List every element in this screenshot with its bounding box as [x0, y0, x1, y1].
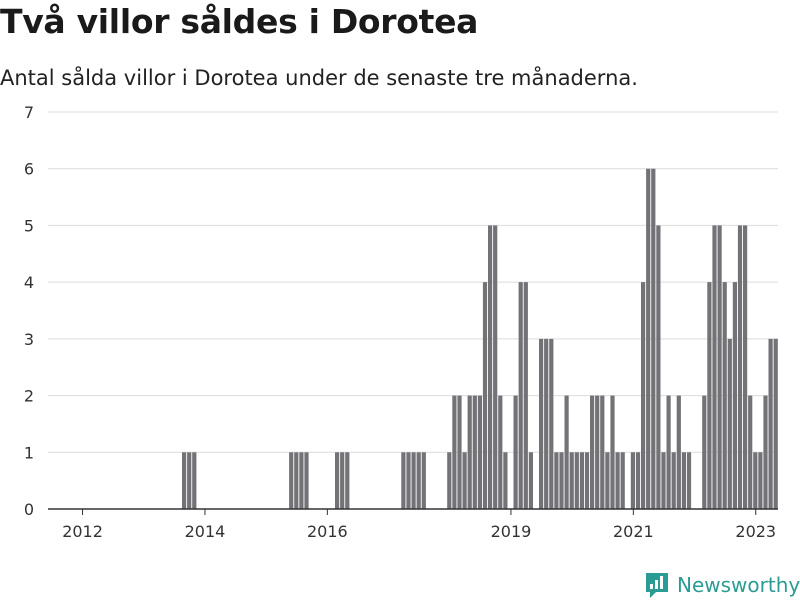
bar [620, 452, 625, 509]
x-tick-label: 2014 [185, 522, 226, 541]
bar [758, 452, 763, 509]
bar [544, 338, 549, 509]
bar [753, 452, 758, 509]
x-tick-label: 2019 [491, 522, 532, 541]
bar [187, 452, 192, 509]
bar [686, 452, 692, 509]
bar [340, 452, 345, 509]
bar [503, 452, 508, 509]
bar [472, 395, 477, 509]
y-tick-label: 2 [24, 387, 34, 406]
bar [498, 395, 503, 509]
bar [513, 395, 518, 509]
x-tick-label: 2021 [613, 522, 654, 541]
y-tick-label: 4 [24, 273, 34, 292]
newsworthy-logo-icon [646, 573, 668, 598]
bar [605, 452, 610, 509]
bar [493, 225, 498, 509]
bar [345, 452, 350, 509]
bar [549, 338, 554, 509]
bar [590, 395, 595, 509]
bar [528, 452, 533, 509]
y-tick-label: 6 [24, 160, 34, 179]
bar [763, 395, 768, 509]
bar [416, 452, 421, 509]
bar [192, 452, 197, 509]
bar [661, 452, 666, 509]
x-tick-label: 2023 [735, 522, 776, 541]
chart-title: Två villor såldes i Dorotea [0, 2, 479, 41]
bar [488, 225, 493, 509]
bar [646, 168, 651, 509]
bar [651, 168, 656, 509]
bar [574, 452, 579, 509]
bar [411, 452, 416, 509]
bar [681, 452, 686, 509]
bar [773, 338, 778, 509]
y-tick-label: 3 [24, 330, 34, 349]
bar [518, 282, 523, 509]
bar [743, 225, 748, 509]
bar [452, 395, 457, 509]
y-tick-label: 0 [24, 500, 34, 519]
bar [615, 452, 620, 509]
bar [737, 225, 743, 509]
bar [676, 395, 681, 509]
y-tick-label: 5 [24, 216, 34, 235]
bar [564, 395, 569, 509]
x-tick-label: 2012 [62, 522, 103, 541]
bar [539, 338, 544, 509]
bar [641, 282, 646, 509]
bar [768, 338, 773, 509]
bar [595, 395, 600, 509]
y-tick-label: 1 [24, 443, 34, 462]
bar [401, 452, 406, 509]
bar [182, 452, 187, 509]
bar-chart: 0123456720122014201620192021202320252 [24, 103, 778, 541]
bar [610, 395, 615, 509]
bar [467, 395, 472, 509]
bar [666, 395, 671, 509]
chart-subtitle: Antal sålda villor i Dorotea under de se… [0, 66, 638, 90]
bar [656, 225, 661, 509]
y-tick-label: 7 [24, 103, 34, 122]
bar [732, 282, 737, 509]
bar [462, 452, 467, 509]
bar [559, 452, 564, 509]
bar [447, 452, 452, 509]
bar [457, 395, 462, 509]
bar [523, 282, 528, 509]
bar [748, 395, 753, 509]
bar [707, 282, 712, 509]
x-tick-label: 2016 [307, 522, 348, 541]
bar [712, 225, 717, 509]
bar [635, 452, 641, 509]
bar [600, 395, 605, 509]
bar [554, 452, 559, 509]
bar [630, 452, 635, 509]
bar [304, 452, 309, 509]
bar [569, 452, 574, 509]
bar [289, 452, 294, 509]
bar [671, 452, 676, 509]
newsworthy-logo: Newsworthy [645, 570, 800, 600]
bar [421, 452, 426, 509]
bar [727, 338, 732, 509]
bar [406, 452, 411, 509]
bar [722, 282, 727, 509]
bar [335, 452, 340, 509]
bar [477, 395, 482, 509]
bar [294, 452, 299, 509]
bar [482, 282, 488, 509]
newsworthy-logo-text: Newsworthy [677, 573, 800, 597]
bar [584, 452, 590, 509]
bar [579, 452, 584, 509]
bar [702, 395, 707, 509]
bar [299, 452, 304, 509]
bar [717, 225, 722, 509]
